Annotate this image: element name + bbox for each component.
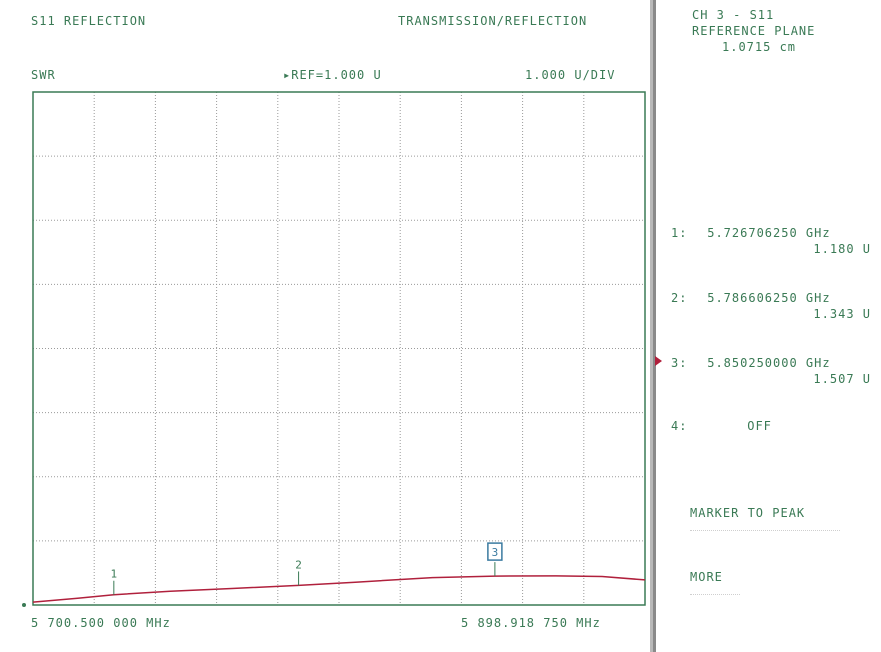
- ref-plane-value: 1.0715 cm: [722, 40, 797, 54]
- stop-frequency: 5 898.918 750 MHz: [461, 616, 601, 630]
- marker-3-readout[interactable]: 3: 5.850250000 GHz 1.507 U: [671, 356, 870, 386]
- active-marker-arrow-icon: [655, 356, 662, 366]
- reference-pointer-icon: [22, 603, 26, 607]
- softkey-more[interactable]: MORE: [690, 570, 740, 595]
- marker-4-readout[interactable]: 4: OFF: [671, 419, 772, 433]
- panel-divider-shadow: [653, 0, 656, 652]
- marker-2-label[interactable]: 2: [295, 558, 302, 571]
- marker-index: 1:: [671, 226, 688, 240]
- title-right: TRANSMISSION/REFLECTION: [398, 14, 588, 28]
- swr-trace: [32, 575, 646, 603]
- marker-index: 3:: [671, 356, 688, 370]
- softkey-label: MARKER TO PEAK: [690, 506, 806, 520]
- marker-1-label[interactable]: 1: [111, 568, 118, 581]
- softkey-label: MORE: [690, 570, 723, 584]
- marker-2-readout[interactable]: 2: 5.786606250 GHz 1.343 U: [671, 291, 870, 321]
- format-label: SWR: [31, 68, 56, 82]
- softkey-divider: [690, 590, 740, 595]
- marker-frequency: 5.726706250 GHz: [707, 226, 831, 240]
- ref-plane-label: REFERENCE PLANE: [692, 24, 816, 38]
- channel-label: CH 3 - S11: [692, 8, 775, 22]
- panel-divider: [650, 0, 653, 652]
- marker-value: 1.507 U: [813, 372, 871, 386]
- start-frequency: 5 700.500 000 MHz: [31, 616, 171, 630]
- marker-index: 4:: [671, 419, 688, 433]
- plot-frame: [32, 91, 646, 606]
- scale-label: 1.000 U/DIV: [525, 68, 616, 82]
- softkey-marker-to-peak[interactable]: MARKER TO PEAK: [690, 506, 840, 531]
- active-marker-box: [487, 542, 503, 561]
- swr-plot: 1 2 3: [22, 91, 646, 607]
- marker-1-readout[interactable]: 1: 5.726706250 GHz 1.180 U: [671, 226, 870, 256]
- title-left: S11 REFLECTION: [31, 14, 147, 28]
- marker-value: 1.180 U: [813, 242, 871, 256]
- marker-frequency: 5.786606250 GHz: [707, 291, 831, 305]
- marker-frequency: OFF: [747, 419, 772, 433]
- marker-value: 1.343 U: [813, 307, 871, 321]
- softkey-divider: [690, 526, 840, 531]
- marker-3-label[interactable]: 3: [492, 546, 499, 559]
- marker-index: 2:: [671, 291, 688, 305]
- marker-frequency: 5.850250000 GHz: [707, 356, 831, 370]
- reference-label: ▸REF=1.000 U: [283, 68, 382, 82]
